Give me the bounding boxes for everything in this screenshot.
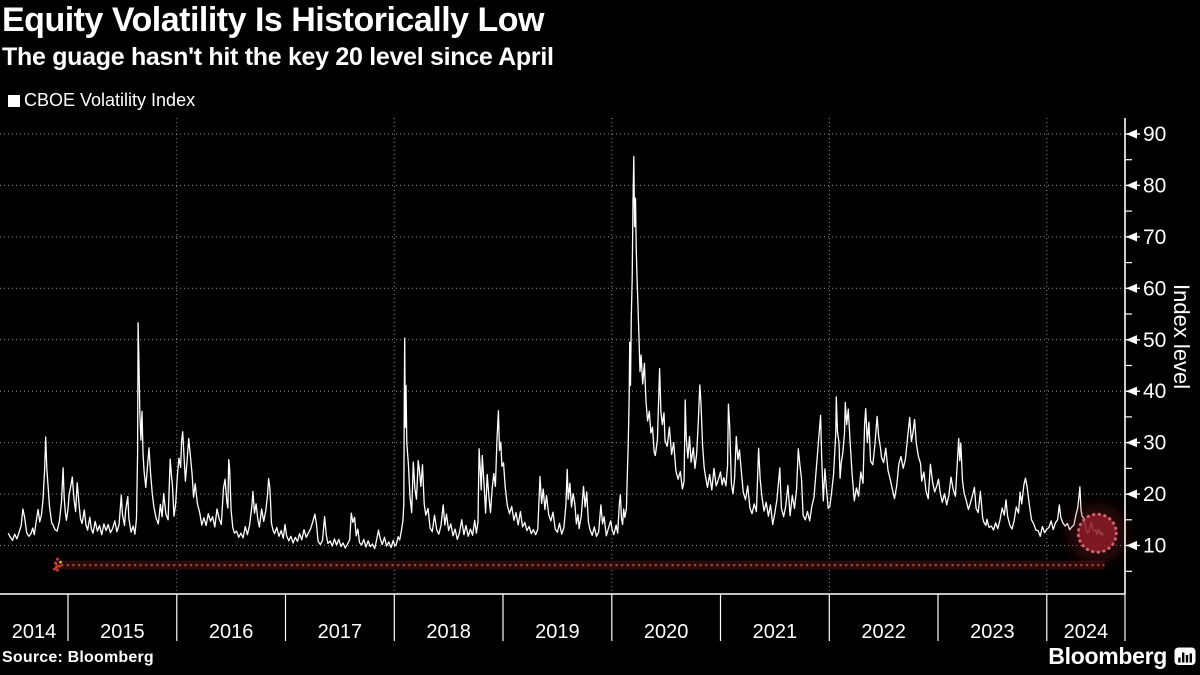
- bloomberg-wordmark: Bloomberg: [1048, 643, 1167, 669]
- y-tick-arrow-icon: [1126, 180, 1137, 190]
- y-tick-label-50: 50: [1143, 329, 1166, 352]
- bloomberg-logo: Bloomberg: [1048, 643, 1196, 670]
- chart-title: Equity Volatility Is Historically Low: [2, 1, 545, 39]
- annotation-start-marker: [53, 557, 62, 572]
- y-tick-arrow-icon: [1126, 386, 1137, 396]
- y-tick-label-40: 40: [1143, 380, 1166, 403]
- highlight-dotted-ring: [1076, 512, 1118, 554]
- x-tick-label-2024: 2024: [1064, 621, 1109, 643]
- y-tick-arrow-icon: [1126, 335, 1137, 345]
- chart-subtitle: The guage hasn't hit the key 20 level si…: [2, 43, 554, 71]
- x-tick-label-2021: 2021: [753, 621, 798, 643]
- vertical-gridlines: [176, 118, 1048, 594]
- y-tick-arrow-icon: [1126, 540, 1137, 551]
- legend-swatch-icon: [8, 94, 20, 107]
- x-axis-labels: 2014 2015 2016 2017 2018 2019 2020 2021 2022 2023…: [12, 621, 1108, 643]
- vix-series-line: [7, 155, 1104, 550]
- y-tick-label-10: 10: [1143, 535, 1166, 558]
- y-axis-title: Index level: [1169, 284, 1194, 390]
- end-highlight-circle-annotation: [1067, 503, 1128, 564]
- y-tick-label-20: 20: [1143, 483, 1166, 506]
- legend-label: CBOE Volatility Index: [24, 90, 196, 110]
- x-tick-label-2022: 2022: [861, 621, 906, 643]
- x-tick-label-2023: 2023: [970, 621, 1015, 643]
- highlight-fill: [1078, 514, 1117, 553]
- y-tick-arrow-icon: [1126, 129, 1137, 139]
- y-tick-label-60: 60: [1143, 277, 1166, 300]
- x-tick-label-2018: 2018: [426, 621, 471, 643]
- bloomberg-chart-icon: [1174, 647, 1196, 665]
- x-axis-ticks: [67, 594, 1126, 641]
- x-tick-label-2014: 2014: [12, 621, 57, 643]
- y-axis-ticks: 10 20 30 40 50 60 70 80 90: [1125, 123, 1166, 572]
- y-tick-arrow-icon: [1126, 438, 1137, 448]
- x-tick-label-2019: 2019: [535, 621, 580, 643]
- x-tick-label-2020: 2020: [644, 621, 689, 643]
- source-attribution: Source: Bloomberg: [2, 649, 154, 666]
- dotted-level-line-annotation: [53, 557, 1105, 572]
- legend: CBOE Volatility Index: [8, 90, 195, 111]
- x-tick-label-2015: 2015: [100, 621, 145, 643]
- y-tick-arrow-icon: [1126, 232, 1137, 242]
- y-tick-arrow-icon: [1126, 489, 1137, 499]
- y-tick-label-70: 70: [1143, 226, 1166, 249]
- y-tick-label-80: 80: [1143, 174, 1166, 197]
- annotation-band: [55, 560, 1105, 570]
- y-tick-arrow-icon: [1126, 283, 1137, 293]
- axes: [0, 118, 1126, 595]
- y-tick-label-90: 90: [1143, 123, 1166, 146]
- x-tick-label-2016: 2016: [209, 621, 254, 643]
- x-tick-label-2017: 2017: [318, 621, 363, 643]
- y-tick-label-30: 30: [1143, 432, 1166, 455]
